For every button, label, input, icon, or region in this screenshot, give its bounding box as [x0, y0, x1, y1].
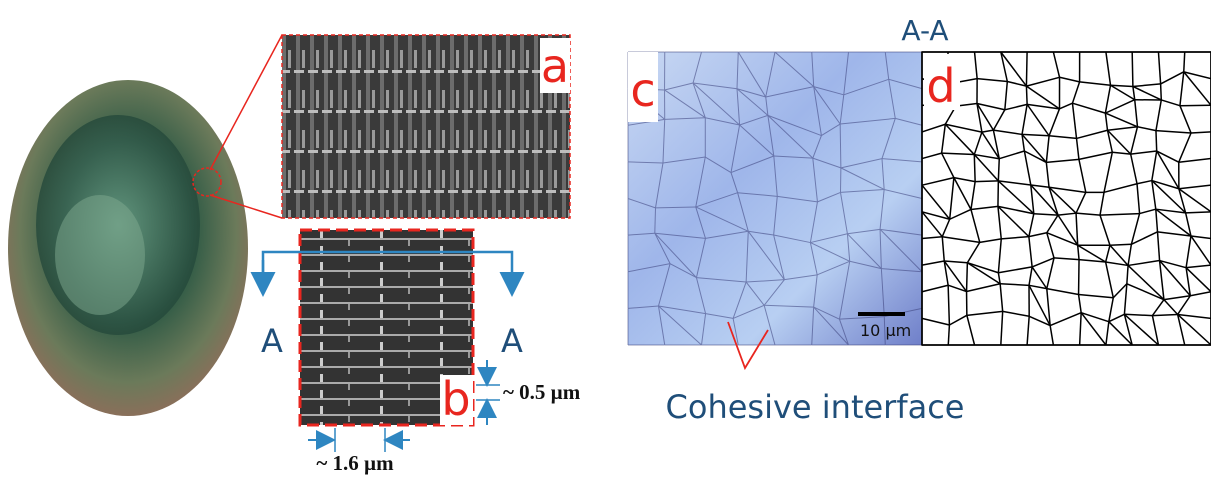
- panel-label: a: [541, 39, 569, 93]
- figure: a b A A ~ 0.5 µm ~ 1.6 µm A-A c 10 µm d …: [0, 0, 1211, 481]
- panel-label: c: [630, 63, 655, 117]
- annotation: Cohesive interface: [666, 388, 965, 426]
- scale-bar-label: 10 µm: [860, 321, 911, 340]
- section-mark: A: [501, 322, 523, 360]
- boundary: [1110, 244, 1131, 245]
- boundary: [1026, 52, 1027, 86]
- boundary: [974, 155, 975, 182]
- boundary: [1026, 86, 1027, 104]
- panel-label: d: [926, 59, 955, 113]
- panel-c-image: [628, 52, 922, 345]
- dimension: ~ 1.6 µm: [316, 451, 394, 475]
- boundary: [1161, 84, 1162, 100]
- section-mark: A: [261, 322, 283, 360]
- boundary: [1132, 52, 1133, 86]
- panel-a-image: [282, 35, 570, 218]
- section-label: A-A: [901, 14, 948, 47]
- boundary: [1156, 131, 1157, 151]
- boundary: [975, 181, 998, 182]
- panel-label: b: [441, 372, 470, 426]
- dimension: ~ 0.5 µm: [503, 380, 581, 404]
- boundary: [967, 263, 968, 292]
- boundary: [655, 208, 656, 233]
- shell-highlight: [55, 195, 145, 315]
- boundary: [998, 159, 999, 181]
- boundary: [1184, 52, 1185, 72]
- zoom-line: [210, 35, 282, 170]
